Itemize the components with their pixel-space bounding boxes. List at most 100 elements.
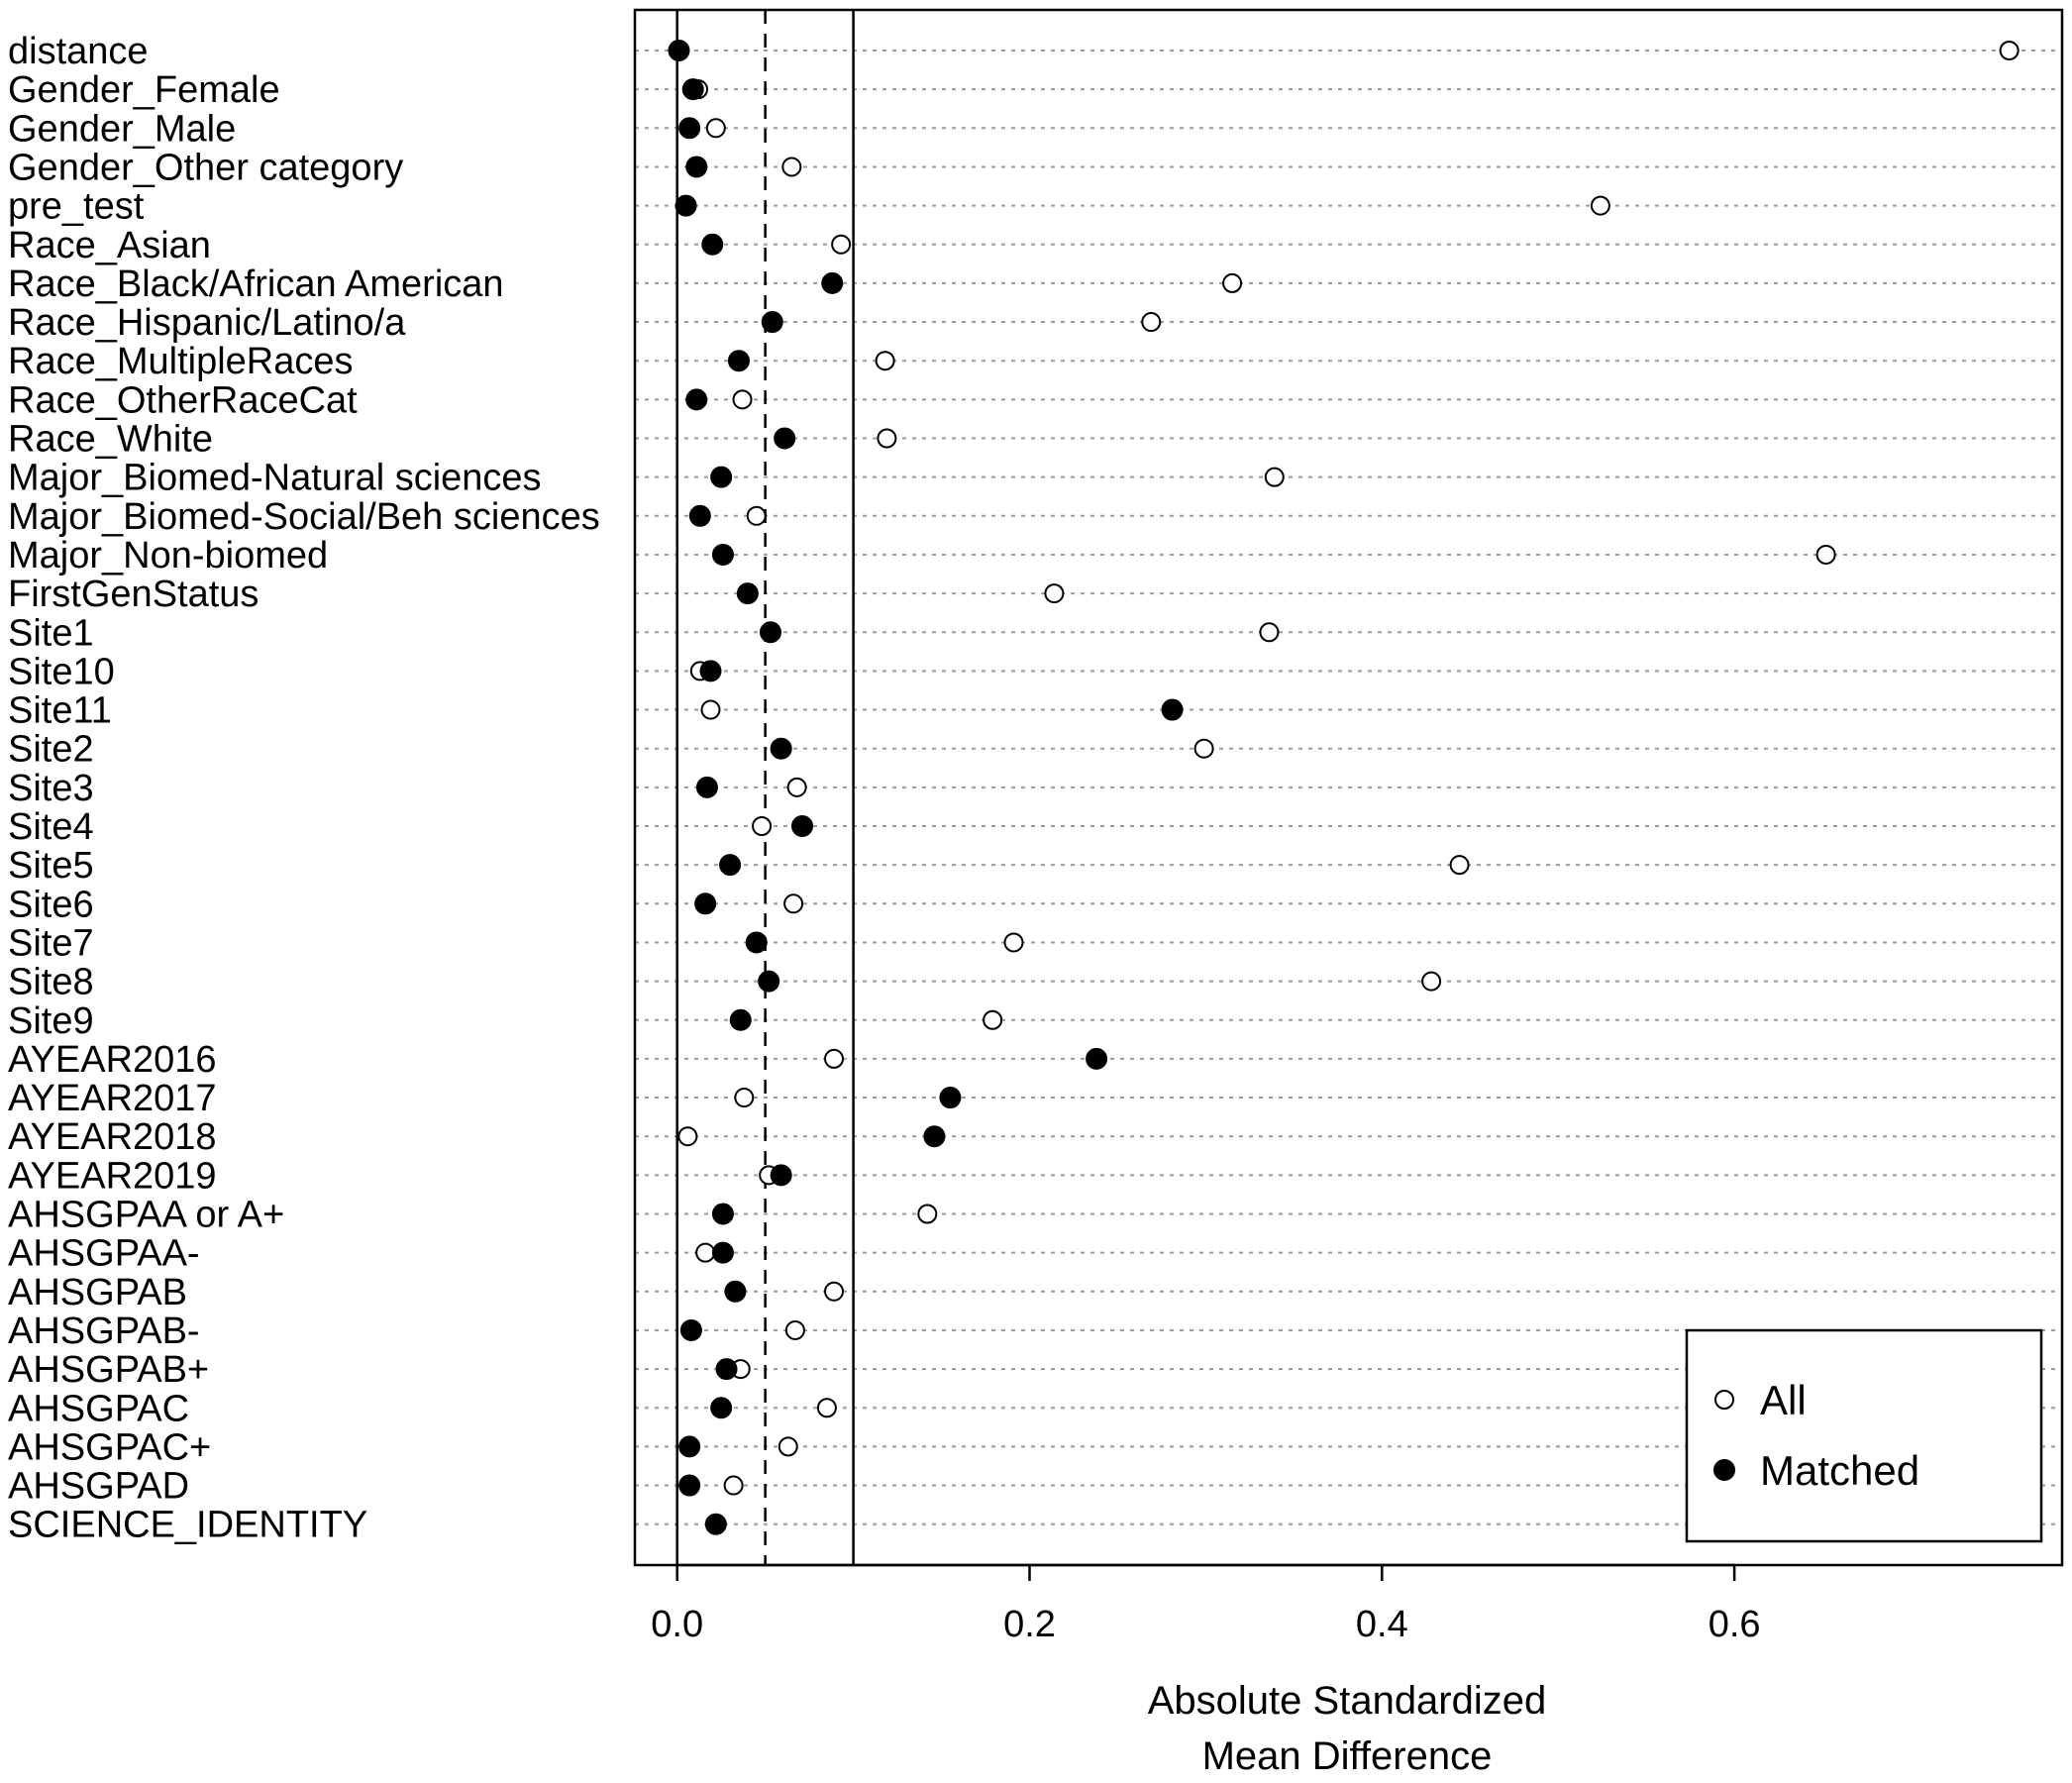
label-ayear2016: AYEAR2016	[8, 1039, 217, 1081]
matched-point-ayear2016	[1086, 1047, 1108, 1070]
matched-point-site11	[1161, 698, 1184, 721]
label-race-hispanic-latino-a: Race_Hispanic/Latino/a	[8, 302, 406, 344]
matched-point-ahsgpad	[678, 1474, 701, 1497]
matched-point-site10	[699, 660, 722, 682]
label-site5: Site5	[8, 845, 94, 887]
label-race-black-african-american: Race_Black/African American	[8, 263, 504, 305]
all-point-race-hispanic-latino-a	[1141, 312, 1162, 333]
label-site7: Site7	[8, 922, 94, 964]
all-point-site9	[983, 1009, 1003, 1030]
all-point-major-biomed-social-beh-sciences	[746, 505, 767, 526]
all-point-site7	[1003, 932, 1024, 953]
all-point-race-otherracecat	[732, 389, 753, 410]
matched-point-ahsgpab	[715, 1358, 738, 1381]
label-site10: Site10	[8, 651, 115, 692]
label-site1: Site1	[8, 612, 94, 654]
x-tick-label-1: 0.2	[1003, 1604, 1056, 1645]
all-point-ayear2017	[734, 1088, 755, 1108]
matched-point-ayear2018	[923, 1125, 946, 1148]
all-point-ahsgpad	[723, 1475, 744, 1496]
all-point-ahsgpac	[816, 1398, 837, 1418]
all-point-ayear2018	[677, 1126, 698, 1147]
label-ayear2017: AYEAR2017	[8, 1078, 217, 1119]
label-ahsgpac: AHSGPAC	[8, 1388, 189, 1429]
label-site6: Site6	[8, 884, 94, 925]
all-point-ahsgpaa	[695, 1242, 716, 1263]
matched-point-site2	[770, 737, 792, 760]
all-point-site3	[786, 777, 807, 797]
matched-point-race-white	[774, 427, 796, 450]
label-ahsgpab: AHSGPAB-	[8, 1311, 200, 1352]
all-point-gender-other-category	[781, 157, 802, 177]
all-point-race-white	[877, 428, 897, 449]
matched-point-gender-other-category	[685, 156, 708, 178]
label-firstgenstatus: FirstGenStatus	[8, 574, 259, 615]
all-point-race-multipleraces	[875, 351, 895, 371]
label-site8: Site8	[8, 962, 94, 1003]
legend-matched-label: Matched	[1760, 1447, 1919, 1494]
matched-point-gender-male	[678, 117, 701, 140]
all-point-race-asian	[831, 234, 852, 255]
label-ahsgpaa: AHSGPAA-	[8, 1233, 200, 1275]
matched-point-ayear2017	[939, 1087, 962, 1109]
matched-point-site1	[759, 621, 781, 644]
label-ahsgpaa-or-a: AHSGPAA or A+	[8, 1195, 284, 1236]
label-distance: distance	[8, 31, 149, 72]
all-point-site8	[1421, 971, 1442, 992]
label-race-asian: Race_Asian	[8, 225, 211, 266]
matched-point-science-identity	[704, 1513, 727, 1535]
label-ahsgpac: AHSGPAC+	[8, 1426, 211, 1468]
all-point-major-non-biomed	[1815, 544, 1836, 565]
matched-point-ahsgpac	[678, 1435, 701, 1458]
all-point-race-black-african-american	[1222, 272, 1243, 293]
matched-point-pre-test	[674, 194, 697, 217]
x-axis: 0.0 0.2 0.4 0.6	[651, 1563, 1761, 1645]
label-race-multipleraces: Race_MultipleRaces	[8, 341, 354, 382]
matched-point-firstgenstatus	[736, 582, 759, 605]
label-site9: Site9	[8, 1000, 94, 1042]
legend-all-marker	[1714, 1390, 1734, 1410]
matched-point-site6	[694, 892, 717, 915]
matched-point-ahsgpab	[679, 1318, 702, 1341]
label-gender-male: Gender_Male	[8, 108, 236, 150]
label-gender-other-category: Gender_Other category	[8, 147, 403, 188]
all-point-distance	[1999, 41, 2020, 60]
matched-point-site8	[758, 970, 780, 993]
matched-point-ahsgpaa-or-a	[711, 1203, 734, 1225]
data-points	[668, 40, 2020, 1535]
matched-point-race-hispanic-latino-a	[761, 311, 783, 334]
label-ahsgpad: AHSGPAD	[8, 1466, 189, 1508]
row-gridlines	[635, 50, 2062, 1525]
all-point-site5	[1449, 855, 1470, 876]
label-ayear2019: AYEAR2019	[8, 1155, 217, 1197]
all-point-pre-test	[1590, 195, 1610, 216]
all-point-site11	[700, 699, 721, 720]
x-tick-label-2: 0.4	[1356, 1604, 1408, 1645]
label-site2: Site2	[8, 729, 94, 771]
matched-point-major-biomed-natural-sciences	[710, 466, 733, 488]
matched-point-ayear2019	[770, 1164, 792, 1187]
all-point-ahsgpaa-or-a	[917, 1204, 938, 1224]
matched-point-ahsgpac	[710, 1397, 733, 1419]
reference-lines	[675, 10, 855, 1565]
all-point-site1	[1259, 622, 1280, 643]
matched-point-race-asian	[701, 233, 724, 256]
x-tick-label-0: 0.0	[651, 1604, 703, 1645]
all-point-site6	[783, 893, 804, 914]
matched-point-site7	[745, 931, 768, 954]
x-axis-title-line-1: Absolute Standardized	[1148, 1679, 1547, 1723]
label-race-otherracecat: Race_OtherRaceCat	[8, 379, 358, 421]
matched-point-major-non-biomed	[711, 543, 734, 566]
matched-point-distance	[668, 40, 690, 61]
matched-point-ahsgpab	[724, 1280, 747, 1303]
legend: All Matched	[1685, 1328, 2043, 1543]
all-point-ahsgpac	[777, 1436, 798, 1457]
matched-point-ahsgpaa	[711, 1241, 734, 1264]
label-major-biomed-social-beh-sciences: Major_Biomed-Social/Beh sciences	[8, 496, 600, 538]
label-pre-test: pre_test	[8, 186, 145, 228]
label-ayear2018: AYEAR2018	[8, 1116, 217, 1158]
label-ahsgpab: AHSGPAB	[8, 1272, 187, 1313]
matched-point-race-black-african-american	[821, 271, 844, 294]
matched-point-race-multipleraces	[727, 350, 750, 372]
